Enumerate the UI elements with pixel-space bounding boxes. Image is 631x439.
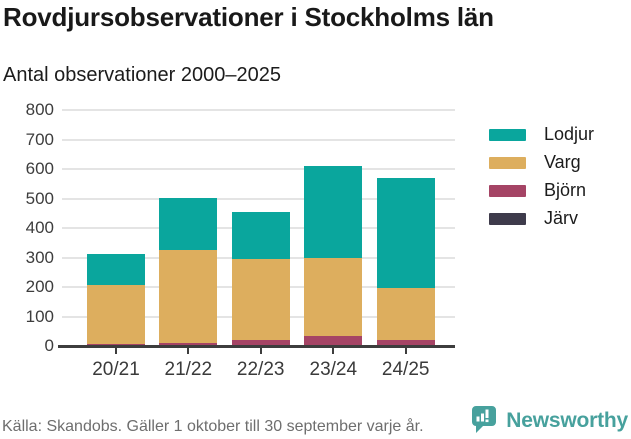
y-tick-label-400: 400 [25, 218, 54, 237]
y-tick-label-200: 200 [25, 277, 54, 296]
gridline-600 [62, 168, 455, 170]
segment-björn-21-22 [159, 343, 218, 346]
bar-20-21 [87, 110, 145, 346]
bar-24-25 [376, 110, 435, 346]
legend-swatch-järv [489, 212, 526, 225]
newsworthy-wordmark: Newsworthy [506, 409, 628, 432]
x-tick-label-20-21: 20/21 [92, 359, 140, 380]
legend-swatch-lodjur [489, 128, 526, 141]
x-tick-22-23 [259, 348, 262, 354]
segment-björn-24-25 [376, 340, 435, 346]
y-tick-label-500: 500 [25, 188, 54, 208]
y-tick-label-300: 300 [25, 247, 54, 267]
y-tick-label-0: 0 [44, 336, 54, 355]
segment-varg-20-21 [87, 284, 145, 344]
x-tick-label-21-22: 21/22 [164, 359, 213, 380]
y-tick-label-600: 600 [25, 159, 54, 178]
y-tick-label-100: 100 [25, 306, 54, 326]
chart-subtitle: Antal observationer 2000–2025 [3, 64, 281, 86]
legend-label-björn: Björn [544, 180, 587, 200]
legend-item-björn: Björn [489, 180, 594, 200]
legend-swatch-björn [489, 184, 526, 197]
chart-title: Rovdjursobservationer i Stockholms län [3, 2, 494, 32]
segment-varg-24-25 [376, 288, 435, 341]
newsworthy-logo-icon [472, 406, 497, 439]
segment-varg-23-24 [304, 258, 363, 337]
gridline-500 [62, 197, 455, 200]
segment-lodjur-21-22 [159, 197, 218, 250]
legend: Lodjur Varg Björn Järv [489, 124, 594, 240]
gridline-700 [62, 138, 455, 141]
legend-item-varg: Varg [489, 152, 594, 172]
segment-björn-22-23 [231, 340, 290, 346]
x-tick-label-22-23: 22/23 [236, 359, 285, 380]
segment-varg-21-22 [159, 249, 218, 344]
bar-21-22 [159, 110, 218, 346]
legend-swatch-varg [489, 156, 526, 169]
gridline-800 [62, 109, 455, 111]
x-tick-21-22 [187, 348, 190, 354]
x-tick-24-25 [404, 348, 407, 354]
x-tick-23-24 [332, 348, 335, 354]
x-tick-20-21 [115, 348, 117, 354]
segment-varg-22-23 [231, 259, 290, 341]
x-tick-label-23-24: 23/24 [309, 359, 358, 380]
segment-björn-23-24 [304, 336, 363, 346]
segment-lodjur-23-24 [304, 166, 363, 259]
segment-lodjur-22-23 [231, 212, 290, 260]
x-axis-line [58, 345, 455, 348]
plot-area [62, 109, 455, 346]
x-tick-label-24-25: 24/25 [381, 359, 430, 380]
newsworthy-logo: Newsworthy [472, 406, 628, 439]
legend-label-varg: Varg [544, 152, 581, 172]
bar-22-23 [231, 110, 290, 346]
segment-björn-20-21 [87, 343, 145, 346]
legend-label-järv: Järv [544, 208, 579, 228]
y-tick-label-800: 800 [25, 100, 54, 119]
y-tick-label-700: 700 [25, 129, 54, 149]
legend-item-järv: Järv [489, 208, 594, 228]
bar-23-24 [304, 110, 363, 346]
legend-item-lodjur: Lodjur [489, 124, 594, 144]
source-note: Källa: Skandobs. Gäller 1 oktober till 3… [2, 418, 424, 435]
segment-lodjur-20-21 [87, 254, 145, 285]
segment-lodjur-24-25 [376, 177, 435, 289]
legend-label-lodjur: Lodjur [544, 124, 595, 144]
